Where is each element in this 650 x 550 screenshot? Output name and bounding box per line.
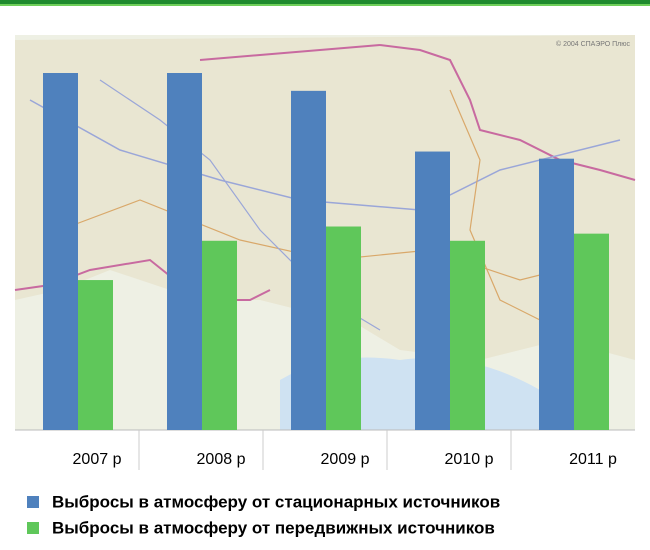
legend-label: Выбросы в атмосферу от стационарных исто…	[52, 492, 500, 511]
legend-swatch	[27, 496, 39, 508]
bar	[574, 233, 609, 430]
legend-label: Выбросы в атмосферу от передвижных источ…	[52, 518, 495, 537]
bar	[415, 151, 450, 431]
x-tick-label: 2008 р	[197, 451, 246, 468]
x-tick-label: 2007 р	[73, 451, 122, 468]
legend-swatch	[27, 522, 39, 534]
bar	[43, 73, 78, 430]
bar	[450, 240, 485, 430]
x-tick-label: 2009 р	[321, 451, 370, 468]
bar	[326, 226, 361, 430]
x-tick-label: 2011 р	[569, 451, 617, 468]
map-credit: © 2004 СПАЭРО Плюс	[556, 40, 631, 48]
top-band	[0, 0, 650, 4]
category-row	[15, 430, 635, 470]
bar	[78, 280, 113, 430]
bar	[167, 73, 202, 430]
bar	[539, 158, 574, 430]
bar	[202, 240, 237, 430]
bar	[291, 90, 326, 430]
top-band-light	[0, 4, 650, 6]
x-tick-label: 2010 р	[445, 451, 494, 468]
